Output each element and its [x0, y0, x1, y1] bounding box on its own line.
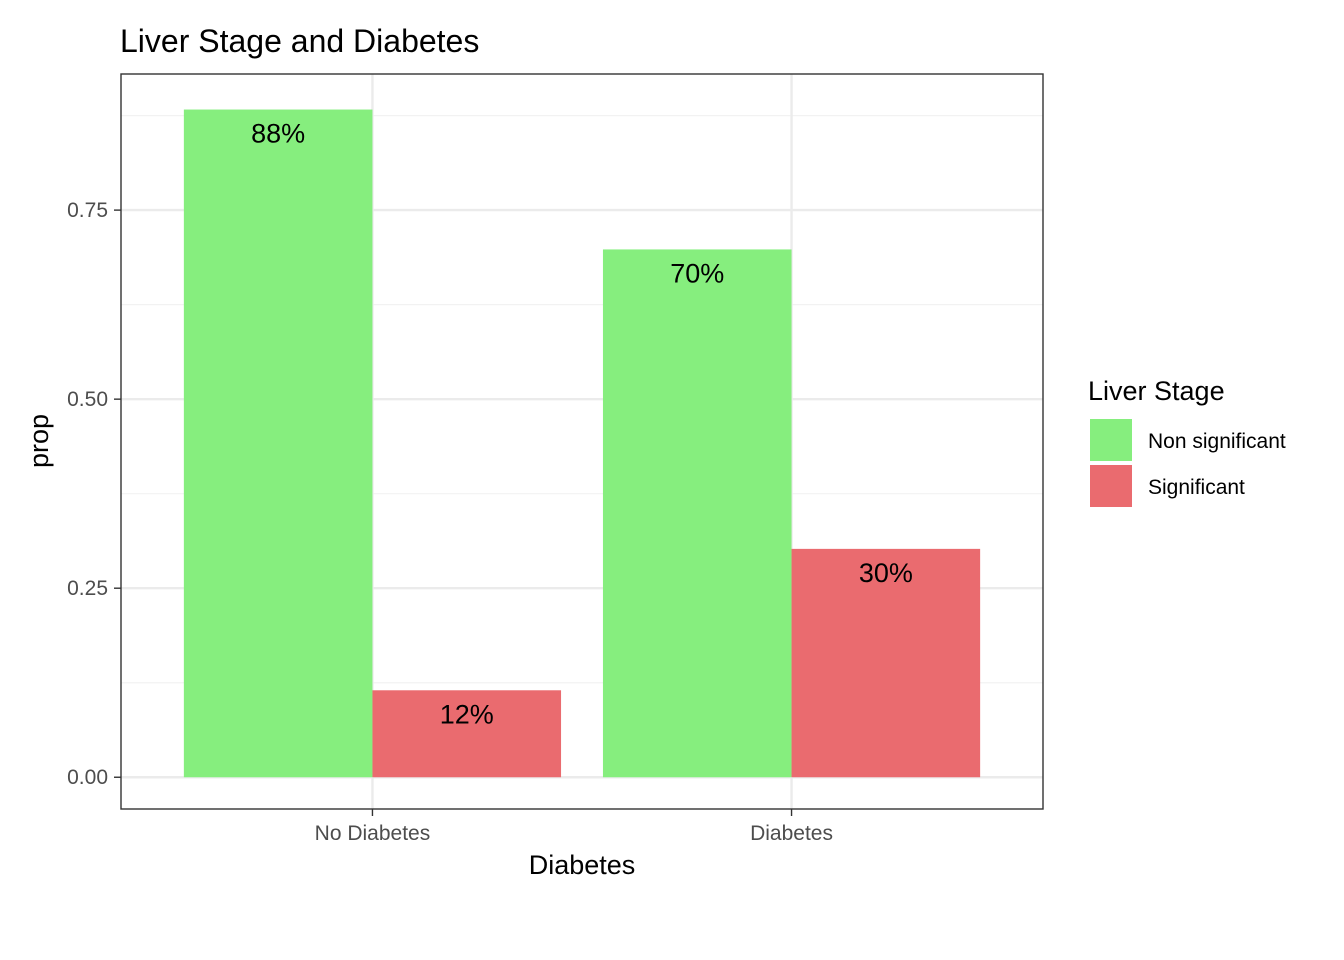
legend-label: Non significant	[1148, 430, 1286, 453]
legend-title: Liver Stage	[1088, 376, 1225, 406]
bar-labels: 88% 12% 70% 30%	[251, 119, 913, 730]
x-tick-label: Diabetes	[750, 822, 833, 845]
x-axis: No Diabetes Diabetes	[315, 809, 833, 845]
legend-swatch	[1090, 419, 1132, 461]
y-axis: 0.00 0.25 0.50 0.75	[67, 199, 121, 789]
bar-non-significant-no-diabetes	[183, 109, 373, 778]
y-tick-label: 0.50	[67, 388, 108, 411]
legend-label: Significant	[1148, 476, 1245, 499]
bar-significant-no-diabetes	[372, 690, 562, 778]
bar-non-significant-diabetes	[602, 249, 792, 778]
plot-panel-border	[120, 73, 1044, 810]
bars	[183, 109, 981, 778]
legend: Liver Stage Non significant Significant	[1088, 376, 1286, 507]
x-tick-label: No Diabetes	[315, 822, 431, 845]
chart-title: Liver Stage and Diabetes	[120, 23, 479, 59]
bar-data-label: 70%	[670, 258, 724, 288]
x-axis-title: Diabetes	[529, 850, 636, 880]
y-tick-label: 0.00	[67, 766, 108, 789]
y-tick-label: 0.25	[67, 577, 108, 600]
bar-data-label: 12%	[440, 699, 494, 729]
bar-data-label: 30%	[859, 558, 913, 588]
bar-significant-diabetes	[791, 548, 981, 778]
bar-data-label: 88%	[251, 119, 305, 149]
legend-swatch	[1090, 465, 1132, 507]
y-tick-label: 0.75	[67, 199, 108, 222]
y-axis-title: prop	[24, 414, 54, 468]
